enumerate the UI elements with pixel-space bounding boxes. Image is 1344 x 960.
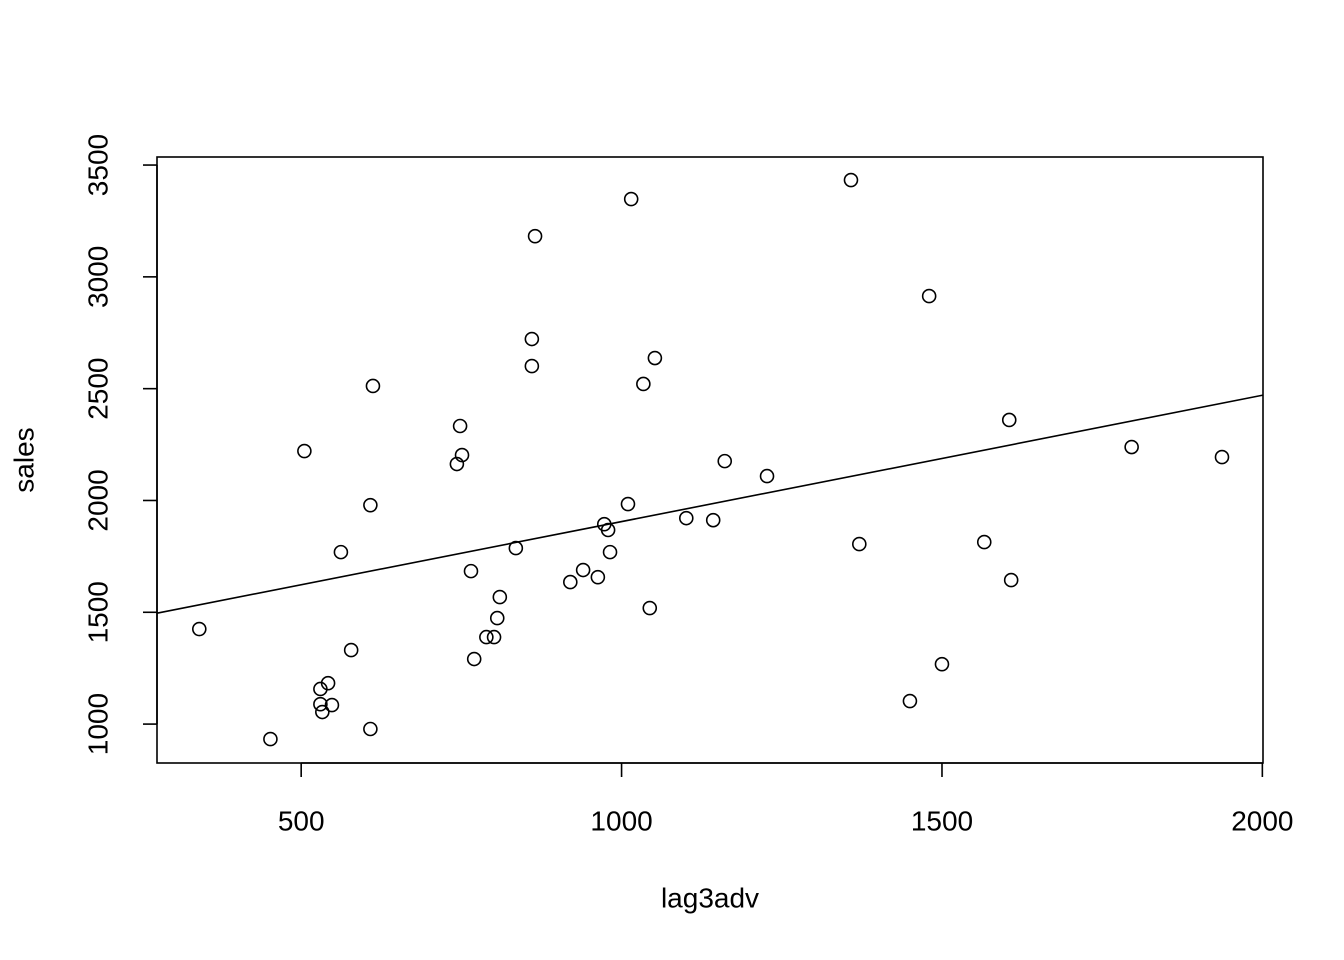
point [508, 540, 524, 556]
point [843, 172, 859, 188]
point [1003, 572, 1019, 588]
point [678, 510, 694, 526]
point [647, 350, 663, 366]
y-tick-label: 3000 [82, 246, 113, 308]
point [563, 574, 578, 590]
plot-box [156, 156, 1264, 764]
point [263, 731, 278, 747]
point [297, 443, 312, 459]
point [934, 656, 950, 672]
point [449, 456, 465, 472]
fit-line [156, 394, 1264, 614]
point [642, 600, 658, 616]
point [590, 569, 606, 585]
y-axis-label: sales [8, 427, 39, 492]
point [324, 697, 340, 713]
point [479, 629, 494, 645]
point [575, 562, 591, 578]
x-tick-label: 1500 [911, 805, 973, 836]
point [759, 468, 775, 484]
point [313, 696, 328, 712]
point [365, 378, 381, 394]
point [620, 496, 636, 512]
y-tick-label: 2500 [82, 358, 113, 420]
y-tick-label: 1000 [82, 693, 113, 755]
point [492, 589, 508, 605]
point [452, 418, 468, 434]
point [363, 721, 378, 737]
point [705, 512, 721, 528]
point [527, 228, 543, 244]
point [320, 675, 336, 691]
point [343, 642, 359, 658]
x-axis-label: lag3adv [661, 882, 759, 913]
point [315, 704, 330, 720]
point [489, 610, 505, 626]
point [1214, 449, 1230, 465]
x-tick-label: 2000 [1231, 805, 1293, 836]
point [524, 331, 540, 347]
y-tick-label: 1500 [82, 581, 113, 643]
point [602, 544, 618, 560]
x-tick-label: 500 [278, 805, 325, 836]
point [466, 651, 482, 667]
point [486, 629, 502, 645]
point [524, 358, 540, 374]
point [636, 376, 651, 392]
point [1001, 412, 1017, 428]
y-tick-label: 2000 [82, 469, 113, 531]
point [921, 288, 937, 304]
point [902, 693, 918, 709]
point [191, 621, 207, 637]
point [717, 453, 733, 469]
point [623, 191, 639, 207]
point [852, 536, 867, 552]
point [363, 497, 378, 513]
point [1124, 439, 1139, 455]
point [454, 447, 470, 463]
point [333, 544, 349, 560]
x-tick-label: 1000 [590, 805, 652, 836]
point [976, 534, 992, 550]
y-tick-label: 3500 [82, 134, 113, 196]
point [463, 563, 479, 579]
